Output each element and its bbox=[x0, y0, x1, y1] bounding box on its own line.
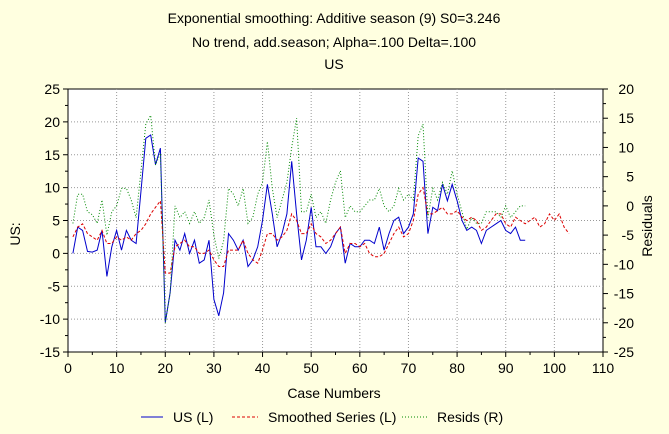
y2-axis-label: Residuals bbox=[639, 195, 655, 256]
y2-tick-label: 0 bbox=[626, 198, 634, 214]
x-tick-label: 70 bbox=[401, 360, 417, 376]
y-tick-label: 0 bbox=[52, 245, 60, 261]
y2-tick-label: 20 bbox=[618, 81, 634, 97]
y2-tick-label: -25 bbox=[614, 344, 634, 360]
legend: US (L) Smoothed Series (L) Resids (R) bbox=[141, 409, 503, 425]
series-us bbox=[72, 134, 526, 323]
tick-marks bbox=[63, 88, 608, 357]
x-tick-label: 40 bbox=[255, 360, 271, 376]
y-tick-label: 10 bbox=[44, 180, 60, 196]
grid bbox=[68, 89, 603, 352]
chart-title-line-3: US bbox=[324, 56, 343, 72]
x-tick-label: 0 bbox=[64, 360, 72, 376]
y-tick-label: 20 bbox=[44, 114, 60, 130]
legend-label-resids: Resids (R) bbox=[437, 409, 503, 425]
chart-title-line-1: Exponential smoothing: Additive season (… bbox=[168, 10, 501, 26]
x-tick-label: 50 bbox=[303, 360, 319, 376]
x-tick-label: 100 bbox=[543, 360, 567, 376]
series-smoothed bbox=[72, 186, 570, 274]
y2-tick-label: 5 bbox=[626, 169, 634, 185]
y-tick-label: 5 bbox=[52, 213, 60, 229]
y-tick-label: -15 bbox=[40, 344, 60, 360]
x-tick-label: 110 bbox=[592, 360, 615, 376]
y2-tick-label: 15 bbox=[618, 110, 634, 126]
x-tick-labels: 0 10 20 30 40 50 60 70 80 90 100 110 bbox=[64, 360, 614, 376]
y-tick-labels: -15 -10 -5 0 5 10 15 20 25 bbox=[40, 81, 60, 360]
y-axis-label: US: bbox=[7, 222, 23, 245]
x-tick-label: 60 bbox=[352, 360, 368, 376]
x-tick-label: 90 bbox=[498, 360, 514, 376]
x-tick-label: 10 bbox=[109, 360, 125, 376]
series-group bbox=[72, 113, 570, 323]
chart-title-line-2: No trend, add.season; Alpha=.100 Delta=.… bbox=[192, 34, 476, 50]
legend-label-smoothed: Smoothed Series (L) bbox=[268, 409, 396, 425]
y2-tick-label: -15 bbox=[614, 286, 634, 302]
y2-tick-label: 10 bbox=[618, 139, 634, 155]
series-resids bbox=[72, 113, 526, 323]
y-tick-label: 15 bbox=[44, 147, 60, 163]
y-tick-label: 25 bbox=[44, 81, 60, 97]
x-tick-label: 20 bbox=[157, 360, 173, 376]
y-tick-label: -5 bbox=[48, 278, 61, 294]
x-axis-label: Case Numbers bbox=[287, 385, 380, 401]
x-tick-label: 30 bbox=[206, 360, 222, 376]
y2-tick-label: -20 bbox=[614, 315, 634, 331]
y2-tick-label: -10 bbox=[614, 256, 634, 272]
legend-label-us: US (L) bbox=[173, 409, 213, 425]
y2-tick-label: -5 bbox=[622, 227, 635, 243]
y-tick-label: -10 bbox=[40, 311, 60, 327]
x-tick-label: 80 bbox=[449, 360, 465, 376]
y2-tick-labels: -25 -20 -15 -10 -5 0 5 10 15 20 bbox=[614, 81, 634, 360]
